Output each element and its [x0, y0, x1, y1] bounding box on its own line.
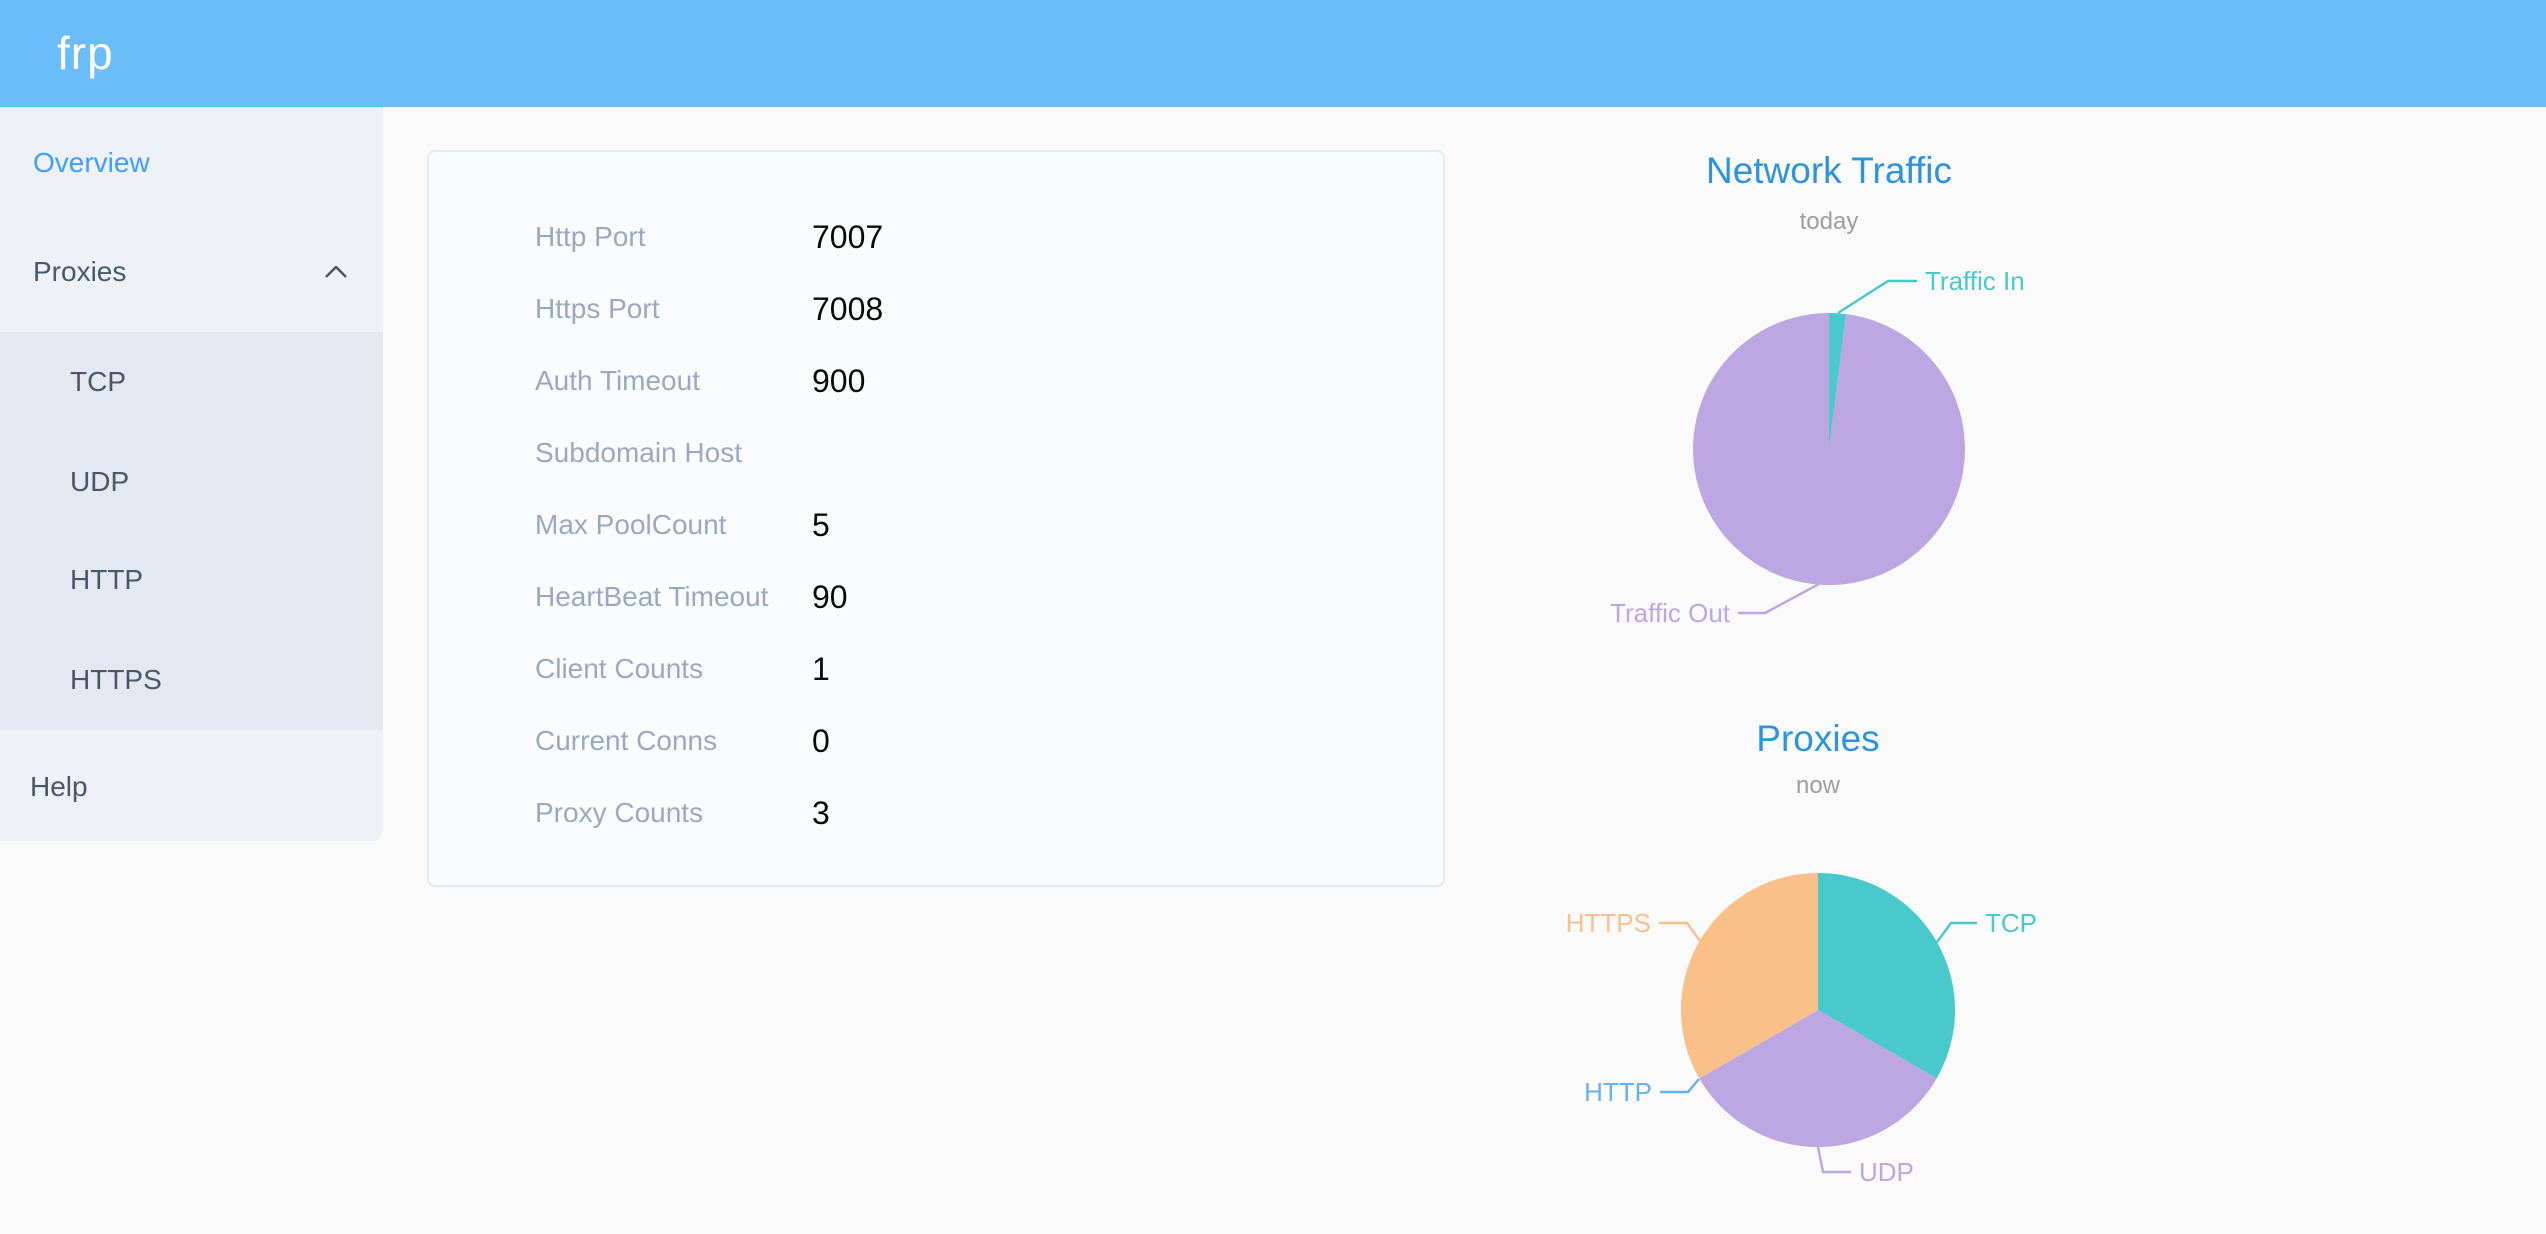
proxies-chart-title: Proxies	[1756, 718, 1880, 759]
chevron-up-icon	[325, 266, 347, 278]
sidebar-menu: Overview Proxies TCP UDP HTTP HTTPS Help	[0, 107, 383, 841]
config-value: 900	[812, 363, 866, 399]
server-info-card: Http Port 7007 Https Port 7008 Auth Timeout 9…	[427, 150, 1445, 887]
sidebar-item-label: HTTPS	[70, 664, 162, 695]
sidebar-item-label: Overview	[33, 147, 150, 178]
sidebar-item-label: TCP	[70, 366, 126, 397]
http-label: HTTP	[1584, 1077, 1652, 1107]
sidebar-item-label: Help	[30, 771, 88, 802]
config-row: HeartBeat Timeout 90	[429, 561, 1443, 633]
config-value: 90	[812, 579, 848, 615]
pie-slice-udp[interactable]	[1699, 1010, 1937, 1147]
pie-slice-traffic-out[interactable]	[1693, 313, 1965, 585]
sidebar-item-label: UDP	[70, 466, 130, 497]
config-label: Http Port	[535, 221, 646, 252]
config-row: Max PoolCount 5	[429, 489, 1443, 561]
config-row: Client Counts 1	[429, 633, 1443, 705]
sidebar-item-udp[interactable]: UDP	[0, 437, 383, 527]
config-row: Https Port 7008	[429, 273, 1443, 345]
sidebar-item-http[interactable]: HTTP	[0, 535, 383, 625]
pie-slice-traffic-in[interactable]	[1829, 313, 1847, 449]
proxies-chart-subtitle: now	[1795, 772, 1841, 799]
app-logo: frp	[57, 27, 114, 79]
tcp-label-line	[1935, 921, 1977, 943]
sidebar-item-help[interactable]: Help	[0, 742, 383, 832]
http-label-line	[1660, 1078, 1700, 1094]
config-value: 0	[812, 723, 830, 759]
traffic-in-label: Traffic In	[1925, 266, 2025, 296]
proxies-submenu: TCP UDP HTTP HTTPS	[0, 332, 383, 730]
config-label: Proxy Counts	[535, 797, 704, 828]
https-label: HTTPS	[1566, 908, 1651, 938]
config-label: Subdomain Host	[535, 437, 743, 468]
sidebar-item-label: Proxies	[33, 256, 127, 287]
traffic-out-label: Traffic Out	[1610, 598, 1731, 628]
traffic-out-label-line	[1738, 582, 1820, 615]
proxies-pie-chart: TCP UDP HTTP HTTPS	[1566, 873, 2037, 1187]
config-value: 1	[812, 651, 830, 687]
udp-label-line	[1816, 1146, 1851, 1174]
udp-label: UDP	[1859, 1157, 1914, 1187]
config-label: Current Conns	[535, 725, 718, 756]
pie-slice-tcp[interactable]	[1818, 873, 1955, 1079]
https-label-line	[1659, 921, 1702, 942]
sidebar-item-https[interactable]: HTTPS	[0, 635, 383, 725]
config-value: 5	[812, 507, 830, 543]
config-label: Client Counts	[535, 653, 704, 684]
sidebar-item-tcp[interactable]: TCP	[0, 337, 383, 427]
sidebar-item-label: HTTP	[70, 564, 144, 595]
config-row: Http Port 7007	[429, 201, 1443, 273]
config-label: Auth Timeout	[535, 365, 700, 396]
config-row: Proxy Counts 3	[429, 777, 1443, 849]
config-label: Max PoolCount	[535, 509, 727, 540]
config-label: Https Port	[535, 293, 660, 324]
tcp-label: TCP	[1985, 908, 2037, 938]
network-traffic-title: Network Traffic	[1705, 150, 1953, 191]
config-row: Subdomain Host	[429, 417, 1443, 489]
traffic-in-label-line	[1837, 279, 1917, 315]
config-value: 7007	[812, 219, 884, 255]
config-label: HeartBeat Timeout	[535, 581, 769, 612]
sidebar-item-overview[interactable]: Overview	[0, 118, 383, 208]
pie-slice-https[interactable]	[1681, 873, 1818, 1079]
sidebar-item-proxies[interactable]: Proxies	[0, 227, 383, 317]
config-row: Current Conns 0	[429, 705, 1443, 777]
network-traffic-subtitle: today	[1799, 208, 1859, 235]
config-value: 7008	[812, 291, 884, 327]
server-info-rows: Http Port 7007 Https Port 7008 Auth Timeout 9…	[429, 152, 1443, 849]
network-traffic-pie-chart: Traffic In Traffic Out	[1610, 266, 2025, 628]
config-row: Auth Timeout 900	[429, 345, 1443, 417]
app-header: frp	[0, 0, 2546, 107]
config-value: 3	[812, 795, 830, 831]
